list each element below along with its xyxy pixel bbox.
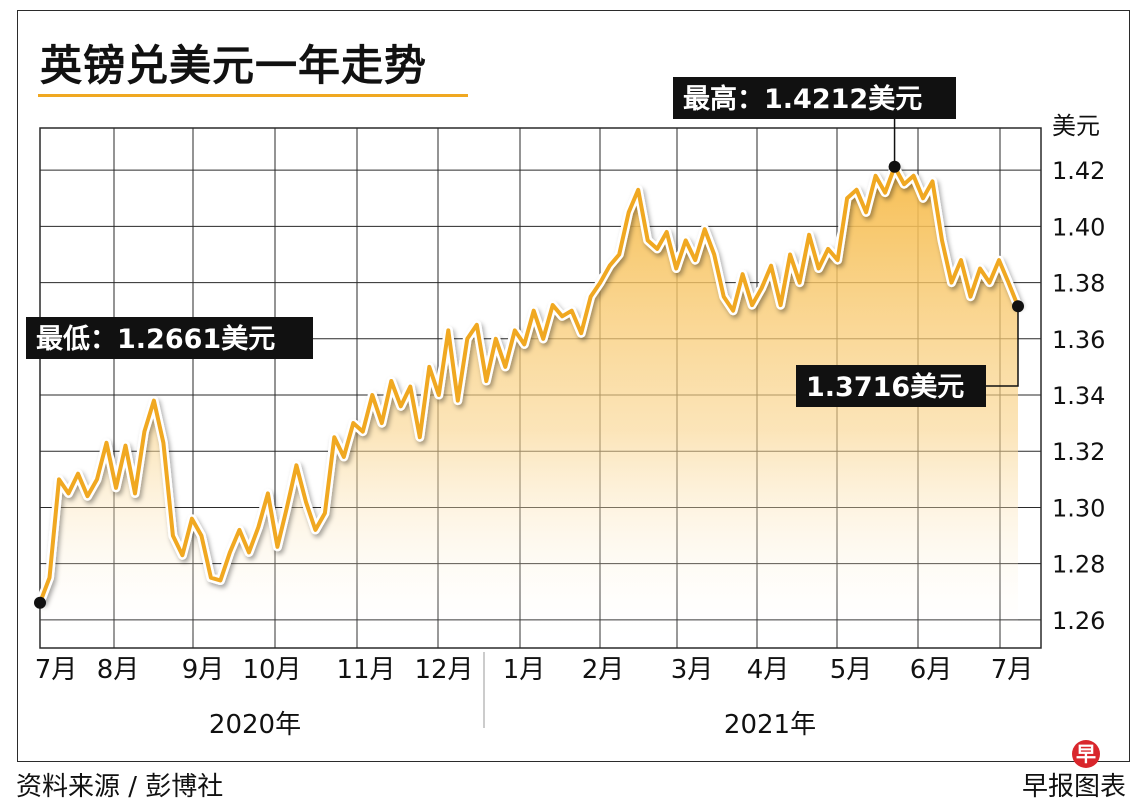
y-tick-label: 1.36 xyxy=(1052,326,1105,354)
last-callout-box xyxy=(796,365,986,407)
low-point-marker xyxy=(34,596,46,609)
high-callout-label: 最高：1.4212美元 xyxy=(683,83,922,115)
x-tick-label: 11月 xyxy=(336,655,395,685)
x-tick-label: 7月 xyxy=(35,655,78,685)
y-tick-label: 1.40 xyxy=(1052,213,1105,241)
y-tick-label: 1.26 xyxy=(1052,607,1105,635)
x-tick-label: 7月 xyxy=(991,655,1034,685)
brand-label: 早报图表 xyxy=(1021,772,1126,802)
x-tick-label: 1月 xyxy=(503,655,546,685)
last-callout-label: 1.3716美元 xyxy=(806,371,964,403)
y-tick-label: 1.30 xyxy=(1052,494,1105,522)
low-callout-label: 最低：1.2661美元 xyxy=(36,323,275,355)
y-tick-label: 1.38 xyxy=(1052,270,1105,298)
y-tick-label: 1.34 xyxy=(1052,382,1105,410)
x-tick-label: 12月 xyxy=(414,655,473,685)
source-note: 资料来源 / 彭博社 xyxy=(16,772,224,802)
x-tick-label: 4月 xyxy=(747,655,790,685)
year-label-2020: 2020年 xyxy=(209,710,301,740)
x-tick-label: 5月 xyxy=(830,655,873,685)
x-tick-label: 2月 xyxy=(582,655,625,685)
chart-title: 英镑兑美元一年走势 xyxy=(40,41,428,90)
brand-logo-icon: 早 xyxy=(1072,740,1100,768)
series-line xyxy=(38,164,1020,604)
y-tick-label: 1.32 xyxy=(1052,438,1105,466)
x-tick-label: 8月 xyxy=(97,655,140,685)
x-tick-label: 9月 xyxy=(182,655,225,685)
area-fill xyxy=(40,166,1018,649)
x-tick-label: 3月 xyxy=(671,655,714,685)
title-underline xyxy=(38,94,468,97)
y-axis-unit: 美元 xyxy=(1052,112,1100,140)
last-callout-leader xyxy=(986,306,1019,387)
y-tick-label: 1.42 xyxy=(1052,157,1105,185)
year-label-2021: 2021年 xyxy=(724,710,816,740)
high-callout-box xyxy=(673,77,956,119)
y-tick-label: 1.28 xyxy=(1052,551,1105,579)
x-tick-label: 6月 xyxy=(910,655,953,685)
x-tick-label: 10月 xyxy=(242,655,301,685)
low-callout-box xyxy=(26,317,313,359)
